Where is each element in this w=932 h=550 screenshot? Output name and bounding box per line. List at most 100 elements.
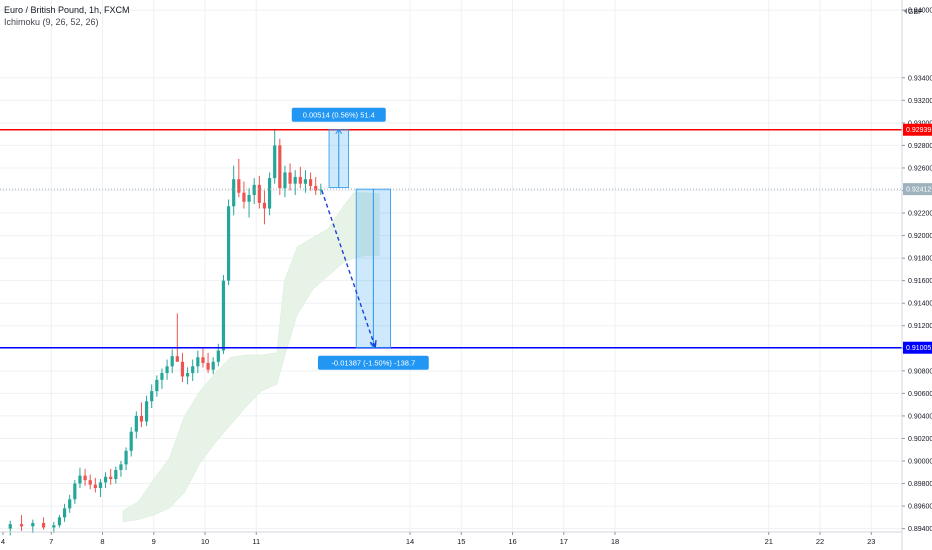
candle-body	[165, 366, 169, 374]
candle	[175, 313, 179, 362]
measure-arrowhead	[335, 128, 343, 135]
candle-body	[196, 357, 200, 367]
candle-body	[314, 185, 318, 191]
price-tick-label: 0.89600	[908, 504, 932, 511]
candle	[283, 165, 287, 198]
candle-body	[155, 379, 159, 392]
price-tick-label: 0.92200	[908, 211, 932, 218]
candle	[273, 129, 277, 184]
candle-body	[252, 184, 256, 195]
time-tick-label: 15	[457, 537, 465, 546]
candle	[150, 384, 154, 409]
measure-label: -0.01387 (-1.50%) -138.7	[331, 359, 415, 368]
symbol-title: Euro / British Pound, 1h, FXCM	[4, 5, 130, 15]
price-tick-label: 0.90200	[908, 436, 932, 443]
time-tick-label: 14	[406, 537, 414, 546]
candle	[262, 190, 267, 225]
candle-body	[19, 524, 24, 527]
candle	[93, 477, 97, 493]
time-tick-label: 11	[252, 537, 260, 546]
candle	[144, 395, 149, 427]
candle	[52, 521, 56, 534]
chart-legend: Euro / British Pound, 1h, FXCM Ichimoku …	[4, 5, 130, 28]
candle-body	[124, 450, 128, 465]
projection-arrowhead	[369, 340, 377, 349]
time-tick-label: 23	[867, 537, 875, 546]
candle-body	[160, 373, 164, 380]
candle-body	[191, 366, 195, 374]
price-tick-label: 0.93200	[908, 98, 932, 105]
price-tag-box	[903, 341, 932, 354]
candle	[226, 199, 231, 286]
candle	[252, 178, 256, 205]
price-tag: 0.91005	[903, 341, 932, 354]
time-tick-label: 10	[201, 537, 209, 546]
candle	[278, 138, 282, 195]
currency-arrow-icon	[904, 8, 907, 14]
candle-body	[175, 356, 179, 362]
candle-body	[216, 350, 220, 362]
candle-body	[150, 391, 154, 402]
candle-body	[57, 517, 62, 526]
candle	[8, 520, 12, 536]
candle	[19, 515, 24, 531]
time-tick-label: 21	[765, 537, 773, 546]
price-tick-label: 0.92600	[908, 165, 932, 172]
measure-label-box	[317, 355, 429, 370]
price-tick-label: 0.89400	[908, 526, 932, 533]
price-axis[interactable]: 0.940000.934000.932000.930000.928000.926…	[901, 0, 932, 550]
candle	[165, 359, 169, 380]
candle-body	[298, 176, 302, 184]
candle-body	[303, 179, 308, 184]
candle-body	[68, 499, 72, 509]
candle	[185, 367, 190, 385]
time-tick-label: 16	[508, 537, 516, 546]
time-tick-label: 17	[560, 537, 568, 546]
candle	[247, 188, 251, 218]
candle-body	[201, 357, 205, 363]
candle-body	[180, 361, 185, 377]
price-tick-label: 0.94000	[908, 8, 932, 15]
chart-grid	[0, 0, 902, 532]
candle-body	[185, 373, 190, 377]
candle-body	[257, 184, 261, 203]
candle-body	[98, 482, 103, 489]
candle	[242, 181, 246, 209]
candle-body	[267, 178, 272, 209]
candle-body	[78, 475, 82, 484]
candlestick-series	[8, 129, 323, 536]
price-tag-label: 0.92939	[906, 127, 931, 134]
price-tag-label: 0.91005	[906, 345, 931, 352]
candle-body	[288, 172, 292, 184]
candle	[293, 170, 297, 195]
candle	[62, 503, 67, 522]
candle-body	[273, 145, 277, 179]
measure-tool: -0.01387 (-1.50%) -138.7	[317, 188, 429, 370]
candle-body	[114, 470, 118, 480]
candle	[73, 480, 77, 504]
candle-body	[8, 524, 12, 529]
candle-body	[237, 179, 241, 193]
candle	[109, 468, 113, 485]
candle	[191, 359, 195, 381]
candle	[221, 275, 226, 354]
price-tick-label: 0.93400	[908, 75, 932, 82]
candle	[98, 479, 103, 498]
candle-body	[308, 179, 313, 186]
candle	[139, 402, 144, 428]
price-tag: 0.92412	[903, 183, 932, 196]
candle	[319, 183, 323, 195]
currency-label: GBP	[908, 9, 923, 16]
price-tick-label: 0.90800	[908, 368, 932, 375]
annotations: 0.00514 (0.56%) 51.4 -0.01387 (-1.50%) -1…	[291, 107, 429, 370]
candle-body	[129, 431, 133, 451]
price-tick-label: 0.91400	[908, 301, 932, 308]
candle-body	[211, 361, 215, 370]
price-tick-label: 0.91800	[908, 256, 932, 263]
measure-tool: 0.00514 (0.56%) 51.4	[291, 107, 386, 189]
candle	[103, 472, 108, 489]
candle	[155, 375, 159, 397]
time-axis[interactable]: 4 7 8 9 10 11 14 15 16 17 18 21 22 23	[0, 531, 902, 546]
candle	[83, 468, 87, 486]
